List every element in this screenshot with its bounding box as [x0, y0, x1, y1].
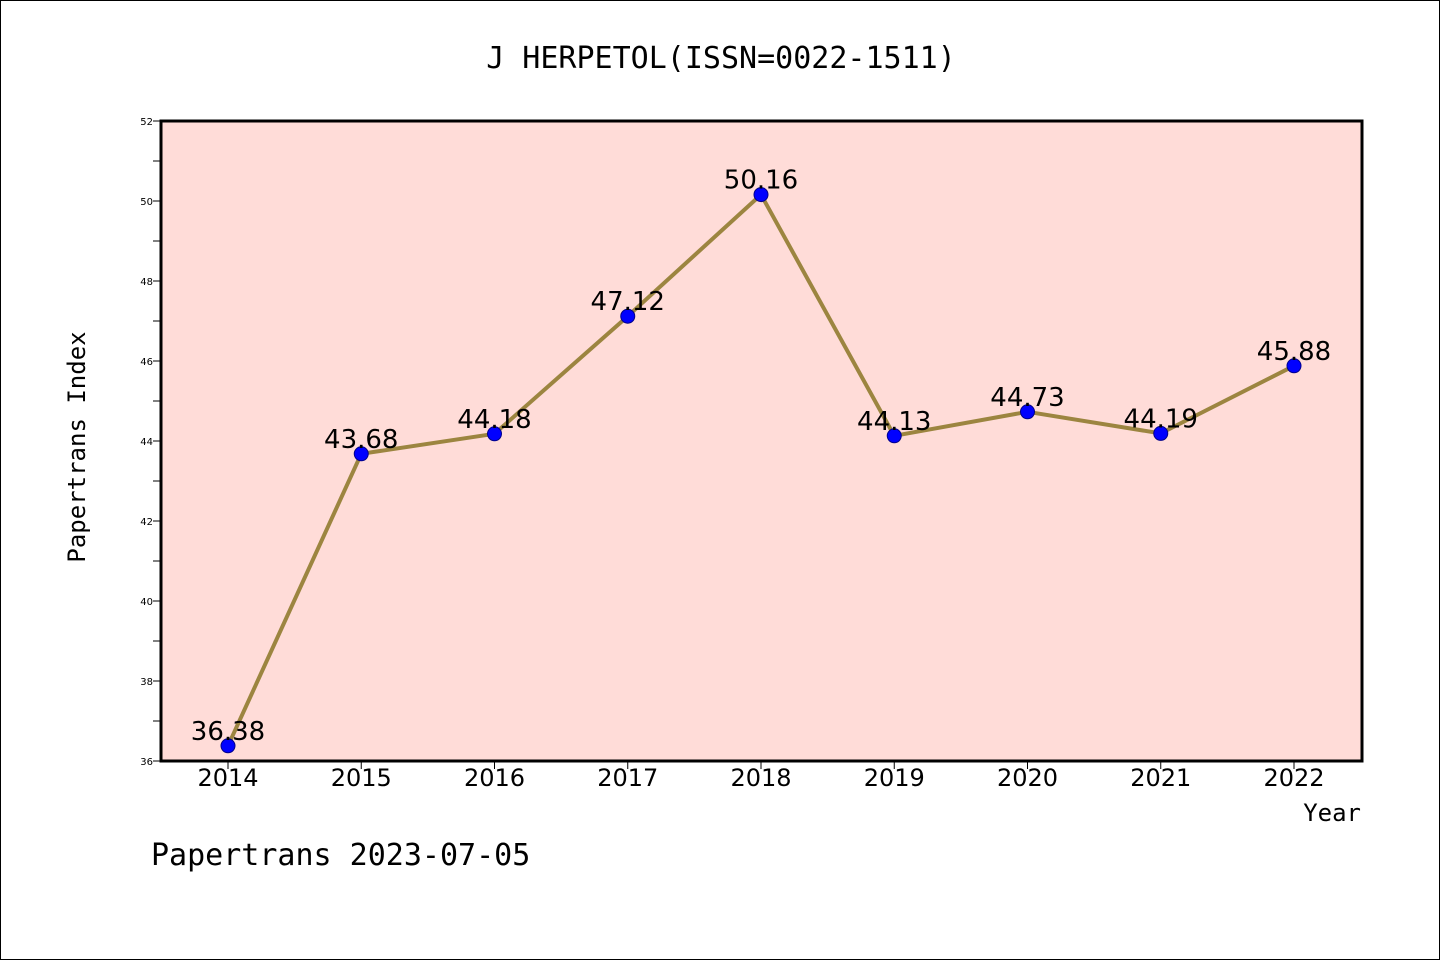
y-axis: 36 38 40 42 44 46 48 50 52 — [140, 117, 161, 768]
data-point — [220, 738, 236, 754]
plot-area — [161, 121, 1362, 761]
footer-stamp: Papertrans 2023-07-05 — [151, 838, 530, 873]
data-label: 45.88 — [1257, 337, 1331, 367]
data-label: 44.18 — [457, 405, 531, 435]
y-tick-label: 48 — [140, 277, 153, 288]
x-tick-label: 2022 — [1263, 764, 1324, 792]
x-tick-label: 2017 — [597, 764, 658, 792]
y-tick-label: 42 — [140, 517, 153, 528]
data-label: 47.12 — [591, 287, 665, 317]
y-tick-label: 36 — [140, 757, 153, 768]
x-tick-label: 2021 — [1130, 764, 1191, 792]
data-point — [1020, 404, 1035, 420]
y-tick-label: 38 — [140, 677, 153, 688]
data-point — [487, 426, 502, 442]
plot-border — [159, 119, 1364, 763]
y-tick-label: 44 — [140, 437, 153, 448]
y-tick-label: 52 — [140, 117, 153, 128]
data-point — [1153, 425, 1169, 441]
series-group: 36.38 43.68 44.18 47.12 50.16 44.13 44.73 44.19… — [191, 166, 1331, 754]
data-label: 50.16 — [724, 166, 798, 196]
data-label: 43.68 — [324, 425, 398, 455]
y-axis-label: Papertrans Index — [63, 331, 91, 562]
x-axis-label: Year — [1303, 799, 1361, 827]
data-point — [620, 308, 636, 324]
data-label: 44.13 — [857, 407, 931, 437]
x-tick-label: 2015 — [331, 764, 392, 792]
data-point — [886, 428, 902, 444]
data-point — [1286, 358, 1302, 374]
x-tick-label: 2018 — [730, 764, 791, 792]
data-point — [753, 187, 769, 203]
data-point — [353, 446, 369, 462]
y-tick-label: 40 — [140, 597, 153, 608]
x-axis: 2014 2015 2016 2017 2018 2019 2020 2021 2022 — [197, 761, 1325, 792]
y-tick-label: 46 — [140, 357, 153, 368]
x-tick-label: 2019 — [864, 764, 925, 792]
data-label: 44.19 — [1124, 404, 1198, 434]
y-tick-label: 50 — [140, 197, 153, 208]
x-tick-label: 2014 — [197, 764, 258, 792]
data-label: 44.73 — [990, 383, 1064, 413]
x-tick-label: 2020 — [997, 764, 1058, 792]
x-tick-label: 2016 — [464, 764, 525, 792]
chart-title: J HERPETOL(ISSN=0022-1511) — [486, 41, 956, 76]
data-label: 36.38 — [191, 717, 265, 747]
